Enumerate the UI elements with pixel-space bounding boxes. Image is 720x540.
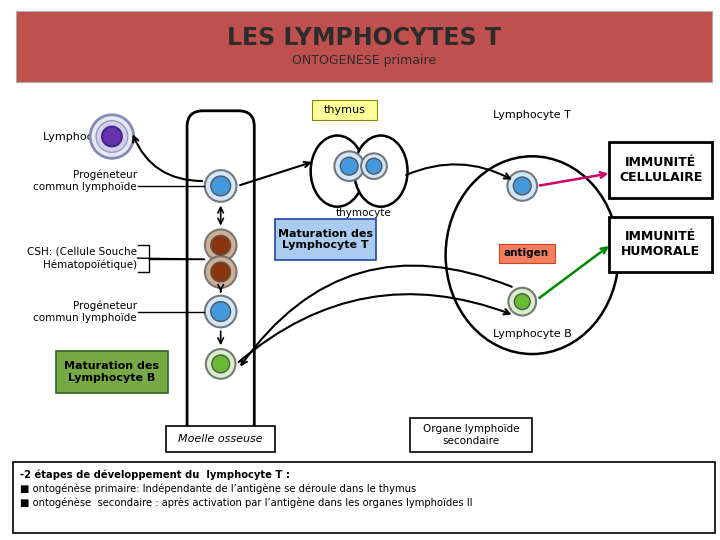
Text: thymus: thymus xyxy=(323,105,365,115)
FancyBboxPatch shape xyxy=(498,244,555,263)
Circle shape xyxy=(211,302,230,321)
Text: Maturation des
Lymphocyte T: Maturation des Lymphocyte T xyxy=(278,228,373,250)
Circle shape xyxy=(341,157,358,175)
Circle shape xyxy=(205,230,236,261)
Text: ■ ontogénèse  secondaire : après activation par l’antigène dans les organes lymp: ■ ontogénèse secondaire : après activati… xyxy=(20,497,472,508)
Text: antigen: antigen xyxy=(504,248,549,258)
Text: Maturation des
Lymphocyte B: Maturation des Lymphocyte B xyxy=(64,361,159,383)
FancyBboxPatch shape xyxy=(13,462,715,533)
FancyBboxPatch shape xyxy=(410,418,532,452)
Circle shape xyxy=(205,296,236,327)
Text: IMMUNITÉ
HUMORALE: IMMUNITÉ HUMORALE xyxy=(621,230,701,258)
Text: Lymphocyte B: Lymphocyte B xyxy=(492,329,572,339)
Text: Moelle osseuse: Moelle osseuse xyxy=(179,434,263,444)
FancyBboxPatch shape xyxy=(16,11,712,82)
Circle shape xyxy=(361,153,387,179)
Text: ONTOGENESE primaire: ONTOGENESE primaire xyxy=(292,54,436,67)
FancyBboxPatch shape xyxy=(187,111,254,439)
Circle shape xyxy=(508,288,536,315)
Text: LES LYMPHOCYTES T: LES LYMPHOCYTES T xyxy=(227,25,501,50)
Circle shape xyxy=(366,158,382,174)
FancyBboxPatch shape xyxy=(609,143,712,198)
FancyBboxPatch shape xyxy=(609,217,712,272)
Text: ■ ontogénèse primaire: Indépendante de l’antigène se déroule dans le thymus: ■ ontogénèse primaire: Indépendante de l… xyxy=(20,484,416,494)
Text: thymocyte: thymocyte xyxy=(336,208,392,218)
FancyBboxPatch shape xyxy=(275,219,376,260)
Circle shape xyxy=(96,121,127,152)
Circle shape xyxy=(206,349,235,379)
Circle shape xyxy=(205,170,236,202)
Circle shape xyxy=(102,127,122,146)
Text: Progéneteur
commun lymphoïde: Progéneteur commun lymphoïde xyxy=(33,170,137,192)
Circle shape xyxy=(211,235,230,255)
Ellipse shape xyxy=(310,136,364,207)
FancyBboxPatch shape xyxy=(312,100,377,120)
Ellipse shape xyxy=(446,156,618,354)
Circle shape xyxy=(508,171,537,201)
Circle shape xyxy=(90,115,134,158)
Circle shape xyxy=(205,256,236,288)
Circle shape xyxy=(211,176,230,196)
Text: -2 étapes de développement du  lymphocyte T :: -2 étapes de développement du lymphocyte… xyxy=(20,470,290,480)
FancyBboxPatch shape xyxy=(55,351,168,393)
Circle shape xyxy=(211,262,230,282)
Text: CSH: (Cellule Souche
Hématopoïétique): CSH: (Cellule Souche Hématopoïétique) xyxy=(27,247,137,269)
Circle shape xyxy=(212,355,230,373)
FancyBboxPatch shape xyxy=(166,426,275,452)
Circle shape xyxy=(513,177,531,195)
Text: Progéneteur
commun lymphoïde: Progéneteur commun lymphoïde xyxy=(33,300,137,323)
Text: Lymphocyte T: Lymphocyte T xyxy=(493,110,571,120)
Circle shape xyxy=(514,294,530,309)
Circle shape xyxy=(334,151,364,181)
Text: Organe lymphoïde
secondaire: Organe lymphoïde secondaire xyxy=(423,424,519,446)
Text: IMMUNITÉ
CELLULAIRE: IMMUNITÉ CELLULAIRE xyxy=(619,156,703,184)
Ellipse shape xyxy=(354,136,408,207)
Text: Lymphocyte NK: Lymphocyte NK xyxy=(42,132,130,141)
